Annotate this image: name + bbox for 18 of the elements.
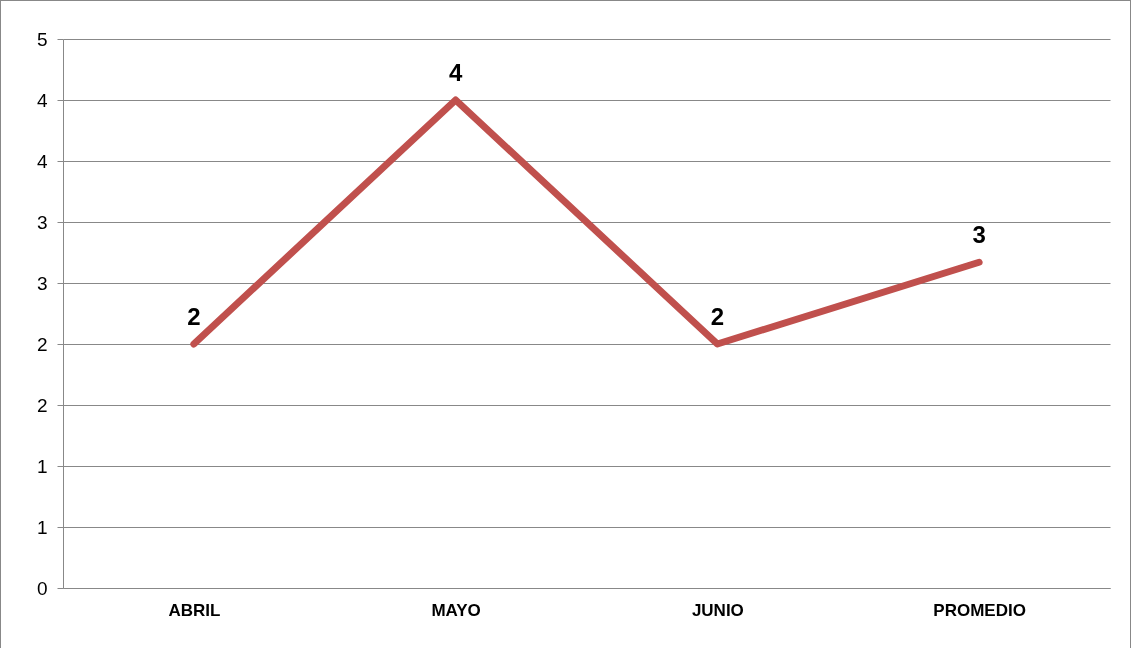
y-tick-label: 4 bbox=[36, 150, 48, 172]
data-label: 2 bbox=[710, 303, 725, 330]
y-tick-label: 2 bbox=[36, 394, 48, 416]
x-tick-label: ABRIL bbox=[168, 600, 221, 620]
y-tick-label: 1 bbox=[36, 516, 48, 538]
data-label: 2 bbox=[187, 303, 201, 330]
x-tick-label: MAYO bbox=[431, 600, 481, 620]
y-tick-label: 3 bbox=[36, 211, 48, 233]
y-tick-label: 5 bbox=[36, 28, 48, 50]
data-label: 4 bbox=[448, 59, 463, 86]
y-tick-label: 1 bbox=[36, 455, 48, 477]
x-tick-label: PROMEDIO bbox=[933, 600, 1026, 620]
y-tick-label: 3 bbox=[36, 272, 48, 294]
y-tick-label: 4 bbox=[36, 89, 48, 111]
y-tick-label: 2 bbox=[36, 333, 48, 355]
y-tick-label: 0 bbox=[36, 577, 48, 599]
x-tick-label: JUNIO bbox=[691, 600, 744, 620]
data-label: 3 bbox=[972, 221, 986, 249]
